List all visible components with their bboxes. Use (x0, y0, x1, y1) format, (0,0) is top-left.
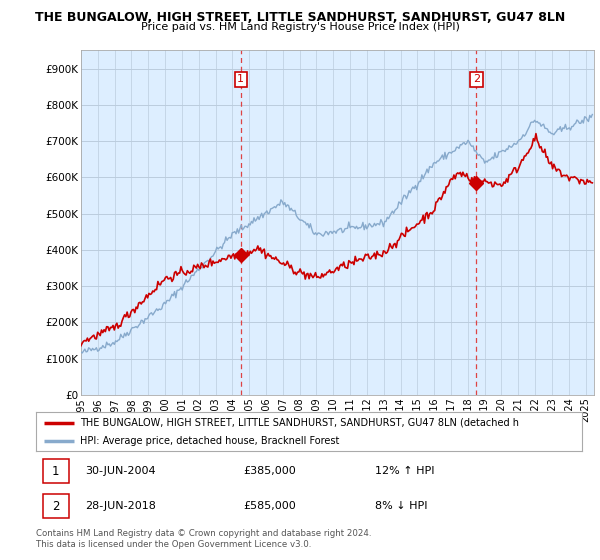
Text: Contains HM Land Registry data © Crown copyright and database right 2024.
This d: Contains HM Land Registry data © Crown c… (36, 529, 371, 549)
Text: Price paid vs. HM Land Registry's House Price Index (HPI): Price paid vs. HM Land Registry's House … (140, 22, 460, 32)
FancyBboxPatch shape (43, 494, 69, 519)
Text: HPI: Average price, detached house, Bracknell Forest: HPI: Average price, detached house, Brac… (80, 436, 339, 446)
FancyBboxPatch shape (43, 459, 69, 483)
Text: 12% ↑ HPI: 12% ↑ HPI (374, 466, 434, 476)
Text: 1: 1 (52, 465, 59, 478)
Text: THE BUNGALOW, HIGH STREET, LITTLE SANDHURST, SANDHURST, GU47 8LN: THE BUNGALOW, HIGH STREET, LITTLE SANDHU… (35, 11, 565, 24)
Text: THE BUNGALOW, HIGH STREET, LITTLE SANDHURST, SANDHURST, GU47 8LN (detached h: THE BUNGALOW, HIGH STREET, LITTLE SANDHU… (80, 418, 518, 428)
Text: £385,000: £385,000 (244, 466, 296, 476)
Text: £585,000: £585,000 (244, 501, 296, 511)
Text: 8% ↓ HPI: 8% ↓ HPI (374, 501, 427, 511)
Text: 2: 2 (473, 74, 480, 85)
Text: 1: 1 (237, 74, 244, 85)
Text: 28-JUN-2018: 28-JUN-2018 (85, 501, 156, 511)
Text: 2: 2 (52, 500, 59, 512)
Text: 30-JUN-2004: 30-JUN-2004 (85, 466, 156, 476)
